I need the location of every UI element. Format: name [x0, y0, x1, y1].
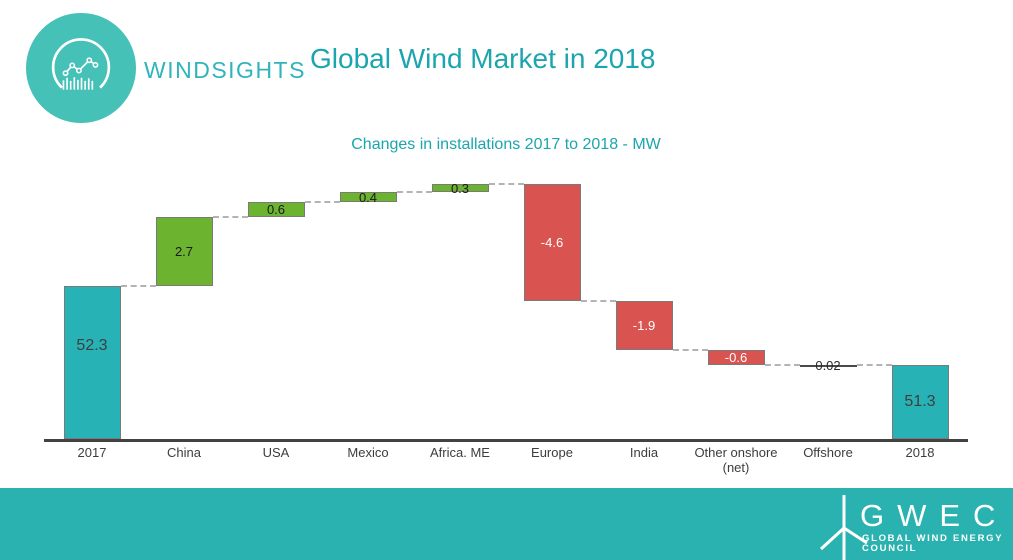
waterfall-connector — [580, 300, 616, 303]
arch-chart-icon — [51, 38, 111, 90]
waterfall-connector — [488, 183, 524, 186]
bar-value-label: 0.3 — [450, 180, 470, 196]
waterfall-connector — [212, 216, 248, 219]
waterfall-connector — [764, 364, 800, 367]
x-axis-label: Africa. ME — [430, 445, 490, 460]
x-axis-label: Mexico — [347, 445, 389, 460]
x-axis-label: Europe — [531, 445, 573, 460]
x-axis-line — [44, 439, 968, 442]
brand-name: WINDSIGHTS — [144, 57, 306, 83]
waterfall-connector — [304, 201, 340, 204]
waterfall-bar-mexico: 0.4 — [339, 189, 397, 205]
x-axis-label: Other onshore (net) — [694, 445, 778, 476]
waterfall-bar-2018: 51.3 — [891, 364, 949, 439]
waterfall-connector — [856, 363, 892, 366]
waterfall-chart: 52.3 2.7 0.6 0.4 0.3 -4.6 -1.9 -0.6 0.02 51.3 — [46, 169, 966, 439]
waterfall-bar-africa-me: 0.3 — [431, 180, 489, 196]
bar-value-label: 2.7 — [174, 244, 194, 260]
gwec-full-name: GLOBAL WIND ENERGY COUNCIL — [862, 533, 1004, 554]
footer-band: GWEC GLOBAL WIND ENERGY COUNCIL — [0, 488, 1013, 560]
waterfall-bar-other-onshore: -0.6 — [707, 349, 765, 366]
waterfall-bar-offshore: 0.02 — [799, 359, 857, 372]
waterfall-bar-china: 2.7 — [155, 217, 213, 287]
bar-value-label: 0.02 — [815, 358, 841, 374]
x-axis-label: 2018 — [905, 445, 935, 460]
bar-value-label: 51.3 — [904, 392, 936, 410]
windsights-logo — [26, 13, 136, 123]
waterfall-bar-usa: 0.6 — [247, 202, 305, 218]
bar-value-label: -0.6 — [724, 349, 748, 365]
bar-value-label: -4.6 — [540, 235, 564, 251]
x-axis-label: China — [167, 445, 201, 460]
gwec-acronym: GWEC — [860, 498, 1009, 533]
page-title: Global Wind Market in 2018 — [310, 43, 656, 74]
bar-value-label: 52.3 — [76, 336, 108, 354]
waterfall-connector — [120, 285, 156, 288]
x-axis-label: USA — [262, 445, 290, 460]
waterfall-connector — [396, 190, 432, 193]
waterfall-connector — [672, 348, 708, 351]
x-axis-label: Offshore — [803, 445, 853, 460]
waterfall-bar-europe: -4.6 — [523, 184, 581, 302]
x-axis-label: India — [629, 445, 659, 460]
chart-subtitle: Changes in installations 2017 to 2018 - … — [351, 136, 661, 153]
bar-value-label: -1.9 — [632, 318, 656, 334]
waterfall-bar-india: -1.9 — [615, 301, 673, 350]
bar-value-label: 0.6 — [266, 202, 286, 218]
x-axis-label: 2017 — [77, 445, 107, 460]
bar-value-label: 0.4 — [358, 189, 378, 205]
wind-turbine-icon — [819, 495, 868, 560]
waterfall-bar-2017: 52.3 — [63, 286, 121, 439]
